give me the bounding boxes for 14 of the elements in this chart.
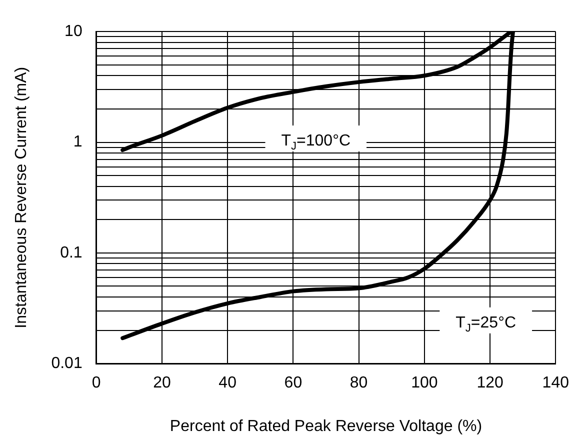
x-tick-label: 60 [284, 374, 302, 392]
y-tick-label: 0.01 [51, 355, 82, 372]
x-tick-label: 40 [218, 374, 237, 392]
x-tick-label: 100 [411, 374, 438, 392]
x-tick-label: 140 [542, 374, 570, 392]
y-tick-label: 0.1 [60, 244, 82, 262]
x-tick-label: 120 [476, 374, 504, 392]
y-axis-title: Instantaneous Reverse Current (mA) [13, 66, 30, 328]
x-tick-label: 20 [153, 374, 171, 392]
y-tick-label: 1 [73, 134, 82, 151]
x-axis-title: Percent of Rated Peak Reverse Voltage (%) [170, 418, 482, 435]
x-tick-label: 80 [350, 374, 368, 392]
y-tick-label: 10 [64, 23, 82, 40]
x-tick-label: 0 [92, 374, 101, 392]
